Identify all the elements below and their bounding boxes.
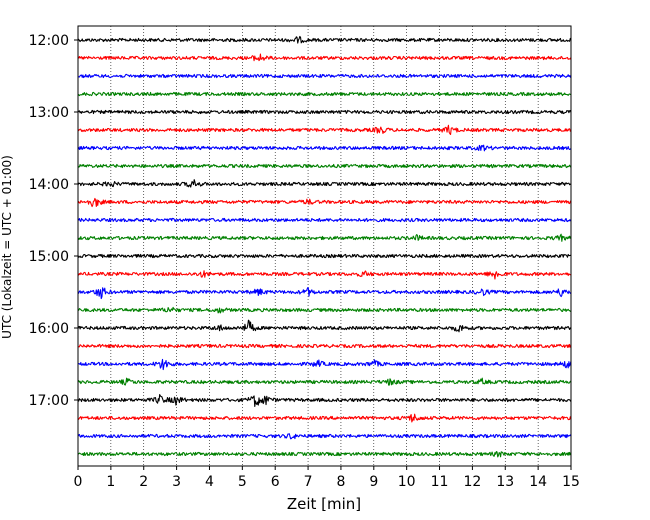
- trace-line: [77, 287, 572, 300]
- trace-line: [77, 343, 572, 349]
- y-tick-label: 14:00: [29, 177, 69, 193]
- plot-frame: [77, 25, 572, 467]
- trace-line: [77, 270, 572, 280]
- trace-line: [78, 306, 572, 314]
- x-tick-label: 9: [369, 474, 378, 490]
- trace-line: [77, 163, 572, 169]
- trace-line: [77, 253, 572, 259]
- x-tick-label: 0: [74, 474, 83, 490]
- trace-line: [77, 124, 572, 135]
- y-tick-label: 13:00: [29, 105, 69, 121]
- trace-line: [77, 179, 572, 188]
- trace-line: [77, 35, 572, 44]
- trace-line: [77, 358, 572, 371]
- trace-line: [77, 451, 572, 458]
- x-tick-label: 12: [463, 474, 481, 490]
- trace-line: [77, 233, 572, 242]
- trace-line: [77, 73, 572, 79]
- trace-line: [77, 217, 572, 223]
- x-tick-label: 10: [398, 474, 416, 490]
- trace-line: [77, 144, 572, 152]
- x-tick-label: 1: [106, 474, 115, 490]
- x-tick-label: 5: [238, 474, 247, 490]
- y-tick-label: 12:00: [29, 33, 69, 49]
- x-tick-label: 14: [529, 474, 547, 490]
- trace-line: [77, 319, 572, 333]
- x-tick-label: 8: [336, 474, 345, 490]
- seismic-traces: [77, 35, 572, 458]
- x-tick-label: 7: [304, 474, 313, 490]
- trace-line: [77, 433, 572, 440]
- x-axis: 0 1 2 3 4 5 6 7 8 9 10 11 12 13 14 15: [74, 466, 580, 490]
- x-tick-label: 15: [562, 474, 580, 490]
- x-tick-label: 11: [431, 474, 449, 490]
- trace-line: [77, 394, 572, 407]
- y-tick-label: 15:00: [29, 249, 69, 265]
- trace-line: [77, 91, 572, 97]
- y-axis: 12:00 13:00 14:00 15:00 16:00 17:00: [29, 33, 78, 409]
- trace-line: [77, 413, 572, 423]
- y-tick-label: 17:00: [29, 393, 69, 409]
- trace-line: [77, 109, 572, 115]
- x-tick-label: 3: [172, 474, 181, 490]
- trace-line: [77, 53, 572, 62]
- x-tick-label: 6: [271, 474, 280, 490]
- x-tick-label: 13: [496, 474, 514, 490]
- x-axis-label: Zeit [min]: [287, 495, 361, 513]
- trace-line: [77, 377, 572, 386]
- x-tick-label: 2: [139, 474, 148, 490]
- trace-line: [77, 197, 572, 208]
- y-axis-label: UTC (Lokalzeit = UTC + 01:00): [0, 155, 14, 339]
- vertical-gridlines: [110, 26, 539, 466]
- y-tick-label: 16:00: [29, 321, 69, 337]
- x-tick-label: 4: [205, 474, 214, 490]
